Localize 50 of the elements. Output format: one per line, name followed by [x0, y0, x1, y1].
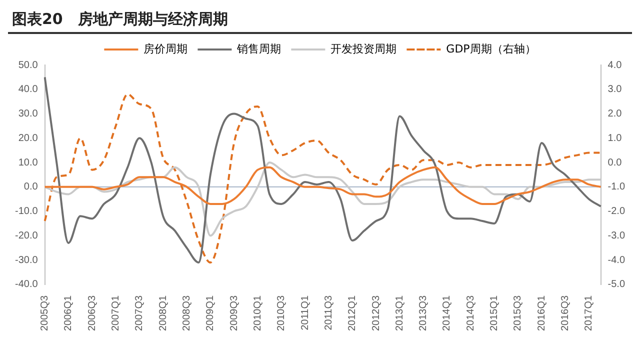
legend-label: 销售周期: [236, 42, 282, 56]
x-tick-label: 2015Q1: [489, 294, 500, 332]
x-tick-label: 2006Q3: [86, 294, 98, 332]
x-tick-label: 2010Q3: [276, 294, 288, 332]
x-tick-label: 2016Q3: [560, 294, 572, 332]
chart-title: 图表20 房地产周期与经济周期: [8, 8, 632, 34]
y2-tick-label: -4.0: [608, 254, 626, 266]
line-series: [44, 166, 602, 205]
y2-tick-label: -3.0: [608, 230, 626, 242]
y2-tick-label: 2.0: [608, 108, 622, 120]
y2-tick-label: -1.0: [608, 182, 626, 193]
x-tick-label: 2012Q3: [370, 294, 382, 332]
x-tick-label: 2009Q3: [228, 294, 240, 332]
x-tick-label: 2012Q1: [347, 294, 358, 332]
y-tick-label: 40.0: [18, 84, 38, 96]
y-tick-label: 20.0: [18, 132, 38, 144]
y2-tick-label: 4.0: [608, 60, 622, 71]
x-tick-label: 2008Q1: [158, 294, 169, 332]
y-tick-label: -20.0: [14, 230, 38, 242]
y-tick-label: 0.0: [24, 182, 38, 193]
x-tick-label: 2017Q1: [584, 294, 595, 332]
x-tick-label: 2010Q1: [252, 294, 264, 332]
y-tick-label: 50.0: [18, 60, 38, 71]
y-tick-label: -40.0: [14, 279, 38, 290]
x-tick-label: 2005Q3: [40, 294, 51, 332]
x-tick-label: 2007Q3: [134, 294, 146, 332]
x-tick-label: 2016Q1: [536, 294, 548, 332]
y-tick-label: 10.0: [18, 157, 38, 168]
x-tick-label: 2011Q3: [323, 294, 334, 330]
legend-label: 房价周期: [144, 42, 188, 56]
legend-label: 开发投资周期: [330, 42, 397, 56]
x-tick-label: 2009Q1: [205, 294, 216, 332]
y-tick-label: -30.0: [14, 254, 38, 266]
y2-tick-label: -5.0: [608, 279, 626, 290]
y-tick-label: -10.0: [14, 206, 38, 218]
x-tick-label: 2006Q1: [63, 294, 74, 332]
x-tick-label: 2013Q1: [394, 294, 406, 332]
x-tick-label: 2007Q1: [110, 294, 122, 332]
legend-label: GDP周期（右轴）: [446, 42, 536, 56]
x-tick-label: 2014Q1: [442, 294, 453, 332]
x-tick-label: 2013Q3: [418, 294, 430, 332]
y-tick-label: 30.0: [18, 108, 38, 120]
x-tick-label: 2011Q1: [300, 294, 311, 330]
y2-tick-label: 3.0: [608, 84, 622, 96]
x-tick-label: 2008Q3: [181, 294, 192, 332]
y2-tick-label: 1.0: [608, 132, 622, 144]
y2-tick-label: -2.0: [608, 206, 626, 218]
x-tick-label: 2015Q3: [512, 294, 524, 332]
y2-tick-label: 0.0: [608, 157, 622, 168]
x-tick-label: 2014Q3: [465, 294, 476, 332]
